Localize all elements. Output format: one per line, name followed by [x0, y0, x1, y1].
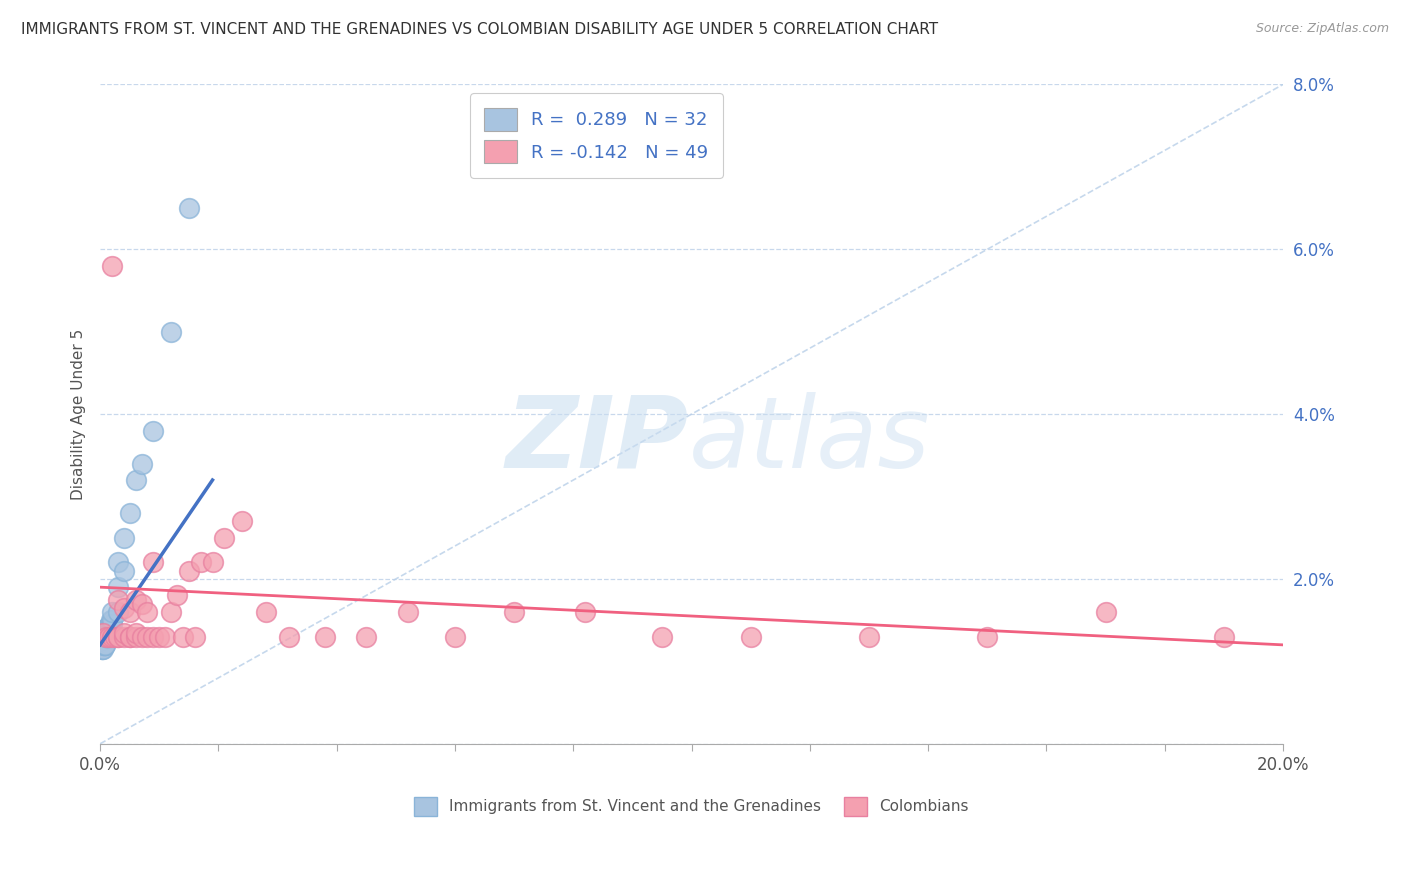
Point — [101, 613, 124, 627]
Point — [101, 630, 124, 644]
Point — [254, 605, 277, 619]
Point — [94, 630, 117, 644]
Point — [858, 630, 880, 644]
Point — [107, 630, 129, 644]
Point — [396, 605, 419, 619]
Point — [503, 605, 526, 619]
Point — [94, 638, 117, 652]
Point — [444, 630, 467, 644]
Point — [94, 625, 117, 640]
Point — [98, 621, 121, 635]
Point — [190, 556, 212, 570]
Point — [172, 630, 194, 644]
Point — [101, 605, 124, 619]
Point — [142, 424, 165, 438]
Text: ZIP: ZIP — [505, 392, 689, 489]
Point — [124, 625, 146, 640]
Point — [94, 630, 117, 644]
Point — [97, 630, 120, 644]
Point — [118, 630, 141, 644]
Point — [278, 630, 301, 644]
Point — [94, 621, 117, 635]
Point — [160, 605, 183, 619]
Point — [1094, 605, 1116, 619]
Point — [131, 630, 153, 644]
Point — [112, 630, 135, 644]
Text: IMMIGRANTS FROM ST. VINCENT AND THE GRENADINES VS COLOMBIAN DISABILITY AGE UNDER: IMMIGRANTS FROM ST. VINCENT AND THE GREN… — [21, 22, 938, 37]
Point — [112, 564, 135, 578]
Point — [153, 630, 176, 644]
Point — [91, 642, 114, 657]
Point — [91, 642, 114, 657]
Point — [214, 531, 236, 545]
Point — [98, 630, 121, 644]
Point — [124, 473, 146, 487]
Point — [93, 638, 115, 652]
Point — [574, 605, 596, 619]
Point — [124, 592, 146, 607]
Point — [651, 630, 673, 644]
Point — [107, 605, 129, 619]
Point — [112, 531, 135, 545]
Point — [97, 630, 120, 644]
Point — [107, 580, 129, 594]
Point — [118, 630, 141, 644]
Point — [166, 589, 188, 603]
Point — [118, 506, 141, 520]
Point — [177, 564, 200, 578]
Point — [101, 259, 124, 273]
Point — [314, 630, 336, 644]
Y-axis label: Disability Age Under 5: Disability Age Under 5 — [72, 328, 86, 500]
Point — [231, 514, 253, 528]
Point — [90, 642, 112, 657]
Point — [160, 325, 183, 339]
Point — [94, 630, 117, 644]
Point — [142, 556, 165, 570]
Point — [177, 201, 200, 215]
Point — [107, 630, 129, 644]
Point — [142, 630, 165, 644]
Point — [93, 638, 115, 652]
Legend: Immigrants from St. Vincent and the Grenadines, Colombians: Immigrants from St. Vincent and the Gren… — [408, 791, 974, 822]
Point — [112, 600, 135, 615]
Point — [131, 597, 153, 611]
Point — [740, 630, 762, 644]
Text: Source: ZipAtlas.com: Source: ZipAtlas.com — [1256, 22, 1389, 36]
Point — [148, 630, 170, 644]
Point — [96, 621, 118, 635]
Text: atlas: atlas — [689, 392, 931, 489]
Point — [112, 625, 135, 640]
Point — [976, 630, 998, 644]
Point — [201, 556, 224, 570]
Point — [356, 630, 378, 644]
Point — [1212, 630, 1234, 644]
Point — [136, 605, 159, 619]
Point — [100, 613, 122, 627]
Point — [90, 633, 112, 648]
Point — [136, 630, 159, 644]
Point — [98, 617, 121, 632]
Point — [91, 625, 114, 640]
Point — [131, 457, 153, 471]
Point — [124, 630, 146, 644]
Point — [104, 630, 127, 644]
Point — [101, 617, 124, 632]
Point — [94, 638, 117, 652]
Point — [118, 605, 141, 619]
Point — [107, 556, 129, 570]
Point — [184, 630, 207, 644]
Point — [107, 592, 129, 607]
